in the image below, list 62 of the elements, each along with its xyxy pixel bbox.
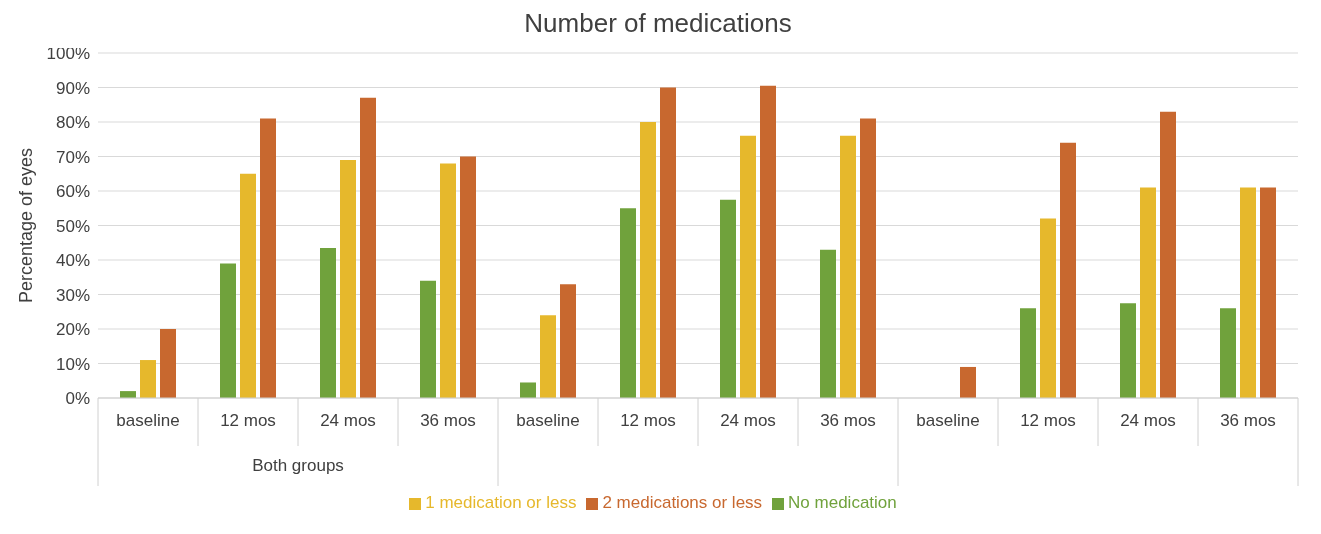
y-tick-label: 70%	[55, 147, 90, 167]
y-tick-label: 0%	[65, 389, 90, 409]
x-tick-label: 12 mos	[1020, 411, 1076, 430]
bar	[660, 87, 676, 398]
x-tick-label: 24 mos	[320, 411, 376, 430]
bar	[360, 97, 376, 398]
bar	[240, 173, 256, 398]
bar	[1260, 187, 1276, 398]
bar	[460, 156, 476, 398]
y-tick-label: 40%	[55, 251, 90, 271]
x-tick-label: 24 mos	[720, 411, 776, 430]
bar	[740, 135, 756, 398]
bar	[720, 199, 736, 398]
chart-title: Number of medications	[524, 8, 792, 38]
x-tick-label: 36 mos	[820, 411, 876, 430]
bar	[760, 85, 776, 398]
bar	[640, 122, 656, 398]
x-tick-label: baseline	[516, 411, 580, 430]
legend-label: 2 medications or less	[602, 493, 763, 512]
bar	[160, 329, 176, 398]
y-tick-label: 50%	[55, 216, 90, 236]
x-tick-label: 36 mos	[420, 411, 476, 430]
bar	[420, 280, 436, 398]
bar	[840, 135, 856, 398]
bar	[1140, 187, 1156, 398]
bar	[860, 118, 876, 398]
bar	[1120, 303, 1136, 398]
x-tick-label: baseline	[916, 411, 980, 430]
y-tick-label: 60%	[55, 182, 90, 202]
bar	[1060, 142, 1076, 398]
y-tick-label: 80%	[55, 113, 90, 133]
bar	[960, 366, 976, 398]
bar	[820, 249, 836, 398]
bar	[440, 163, 456, 398]
bar	[1240, 187, 1256, 398]
bar	[1160, 111, 1176, 398]
legend-label: No medication	[788, 493, 897, 512]
bar	[1040, 218, 1056, 398]
y-axis-title: Percentage of eyes	[16, 147, 37, 304]
bar	[260, 118, 276, 398]
bar	[220, 263, 236, 398]
bar	[520, 382, 536, 398]
bar	[1220, 308, 1236, 398]
x-tick-label: 36 mos	[1220, 411, 1276, 430]
bar	[540, 315, 556, 398]
bar	[140, 360, 156, 398]
bar	[620, 208, 636, 398]
y-tick-label: 10%	[55, 354, 90, 374]
legend-label: 1 medication or less	[425, 493, 577, 512]
text: Both groups	[252, 456, 344, 475]
bar	[560, 284, 576, 398]
bar	[320, 247, 336, 398]
bar	[340, 159, 356, 398]
y-tick-label: 20%	[55, 320, 90, 340]
bar	[1020, 308, 1036, 398]
y-tick-label: 30%	[55, 285, 90, 305]
x-tick-label: 24 mos	[1120, 411, 1176, 430]
y-tick-label: 90%	[55, 78, 90, 98]
x-tick-label: baseline	[116, 411, 180, 430]
y-tick-label: 100%	[46, 44, 90, 64]
x-tick-label: 12 mos	[620, 411, 676, 430]
x-tick-label: 12 mos	[220, 411, 276, 430]
